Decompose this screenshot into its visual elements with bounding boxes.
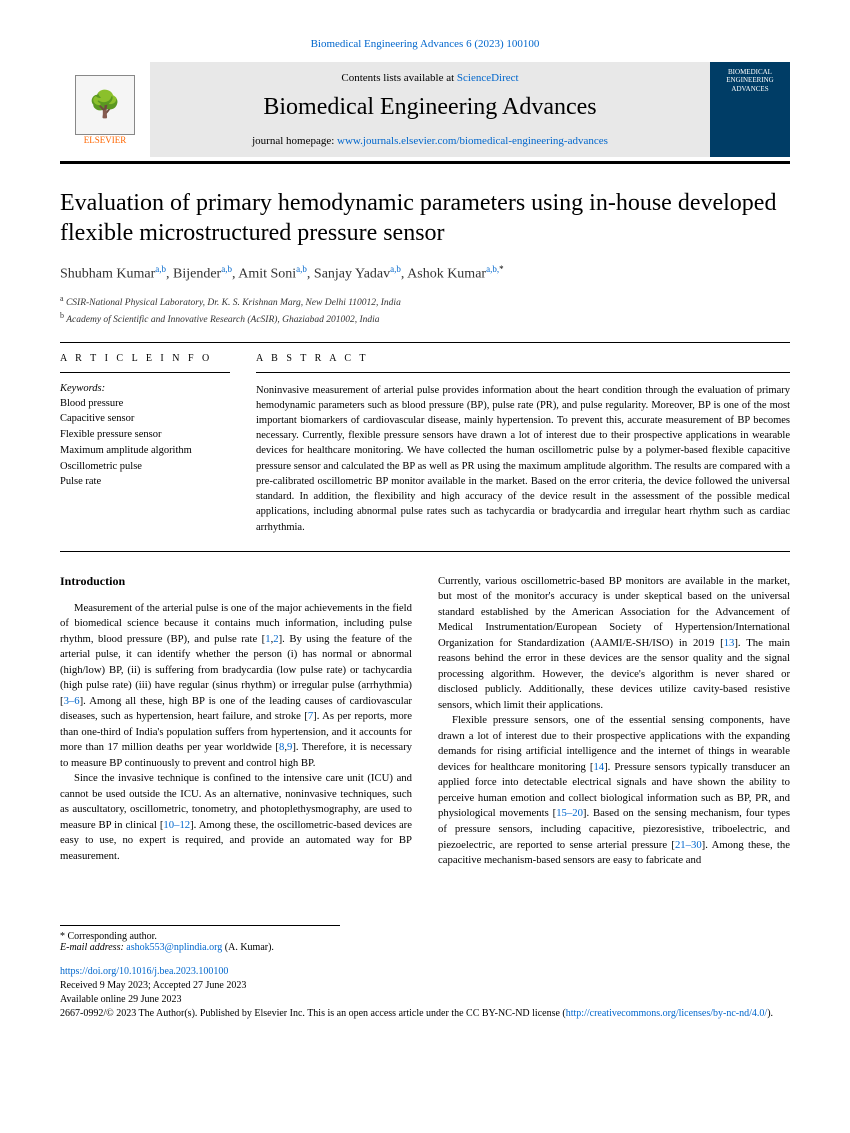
keywords-list: Blood pressureCapacitive sensorFlexible …: [60, 396, 230, 491]
divider: [60, 551, 790, 552]
sciencedirect-link[interactable]: ScienceDirect: [457, 72, 519, 84]
article-info-head: A R T I C L E I N F O: [60, 343, 230, 373]
email-label: E-mail address:: [60, 942, 126, 953]
ref-link[interactable]: 3–6: [64, 695, 80, 707]
abstract-text: Noninvasive measurement of arterial puls…: [256, 383, 790, 535]
corresponding-author-footer: * Corresponding author. E-mail address: …: [60, 925, 340, 953]
ref-link[interactable]: 21–30: [675, 839, 702, 851]
citation-link[interactable]: Biomedical Engineering Advances 6 (2023)…: [311, 38, 540, 50]
article-title: Evaluation of primary hemodynamic parame…: [60, 188, 790, 248]
homepage-link[interactable]: www.journals.elsevier.com/biomedical-eng…: [337, 135, 608, 147]
journal-header: 🌳 ELSEVIER Contents lists available at S…: [60, 62, 790, 157]
license-link[interactable]: http://creativecommons.org/licenses/by-n…: [566, 1008, 767, 1019]
elsevier-logo: 🌳 ELSEVIER: [60, 62, 150, 157]
paragraph: Since the invasive technique is confined…: [60, 771, 412, 864]
ref-link[interactable]: 13: [724, 637, 735, 649]
homepage-line: journal homepage: www.journals.elsevier.…: [150, 135, 710, 147]
column-right: Currently, various oscillometric-based B…: [438, 574, 790, 869]
article-info: A R T I C L E I N F O Keywords: Blood pr…: [60, 343, 230, 535]
corresponding-label: * Corresponding author.: [60, 931, 340, 942]
copyright-text: 2667-0992/© 2023 The Author(s). Publishe…: [60, 1008, 566, 1019]
contents-line: Contents lists available at ScienceDirec…: [150, 72, 710, 84]
article-bottom-meta: https://doi.org/10.1016/j.bea.2023.10010…: [60, 965, 790, 1021]
divider-thick: [60, 161, 790, 164]
elsevier-tree-icon: 🌳: [75, 75, 135, 135]
body-columns: Introduction Measurement of the arterial…: [60, 574, 790, 869]
journal-name: Biomedical Engineering Advances: [150, 94, 710, 121]
citation-line: Biomedical Engineering Advances 6 (2023)…: [60, 38, 790, 50]
available-online: Available online 29 June 2023: [60, 993, 790, 1007]
abstract: A B S T R A C T Noninvasive measurement …: [256, 343, 790, 535]
email-link[interactable]: ashok553@nplindia.org: [126, 942, 222, 953]
section-intro-head: Introduction: [60, 574, 412, 589]
keywords-label: Keywords:: [60, 383, 230, 394]
publisher-label: ELSEVIER: [84, 135, 127, 145]
ref-link[interactable]: 14: [593, 761, 604, 773]
email-author-name: (A. Kumar).: [222, 942, 274, 953]
affiliations: a CSIR-National Physical Laboratory, Dr.…: [60, 293, 790, 328]
ref-link[interactable]: 15–20: [556, 807, 583, 819]
paragraph: Flexible pressure sensors, one of the es…: [438, 713, 790, 868]
author-list: Shubham Kumara,b, Bijendera,b, Amit Soni…: [60, 264, 790, 283]
abstract-head: A B S T R A C T: [256, 343, 790, 373]
received-dates: Received 9 May 2023; Accepted 27 June 20…: [60, 979, 790, 993]
journal-cover-thumb: BIOMEDICAL ENGINEERING ADVANCES: [710, 62, 790, 157]
paragraph: Measurement of the arterial pulse is one…: [60, 601, 412, 772]
doi-link[interactable]: https://doi.org/10.1016/j.bea.2023.10010…: [60, 966, 228, 977]
paragraph: Currently, various oscillometric-based B…: [438, 574, 790, 714]
column-left: Introduction Measurement of the arterial…: [60, 574, 412, 869]
ref-link[interactable]: 10–12: [163, 819, 190, 831]
